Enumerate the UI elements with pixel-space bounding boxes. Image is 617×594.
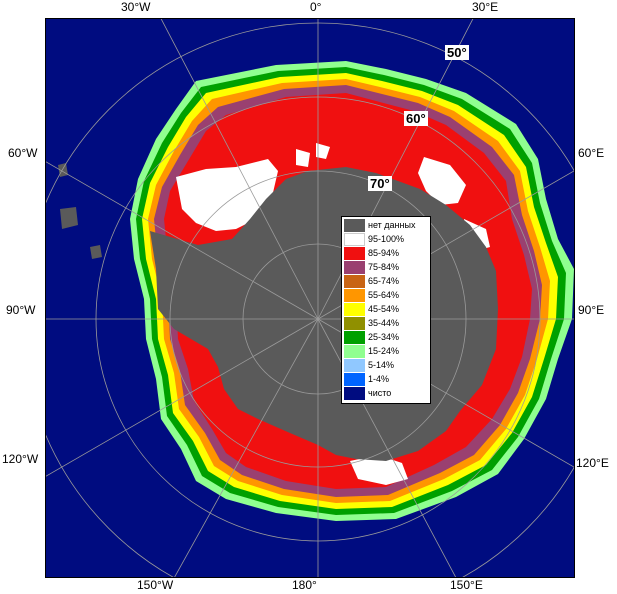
polar-projection [46, 19, 574, 577]
legend: нет данных 95-100% 85-94% 75-84% 65-74% … [341, 216, 431, 404]
legend-label: 25-34% [368, 332, 400, 342]
legend-item: 45-54% [344, 302, 399, 316]
legend-swatch [344, 386, 365, 400]
legend-label: 5-14% [368, 360, 395, 370]
lon-label-60w: 60°W [8, 146, 38, 160]
lat-label-60: 60° [404, 111, 428, 126]
lon-label-90e: 90°E [578, 303, 605, 317]
legend-item: нет данных [344, 218, 415, 232]
legend-label: 75-84% [368, 262, 400, 272]
legend-swatch [344, 288, 365, 302]
no-data-patch-west [58, 163, 102, 259]
lon-label-30e: 30°E [472, 0, 499, 14]
lon-label-150e: 150°E [450, 578, 483, 592]
legend-swatch [344, 344, 365, 358]
ice-patch-white-south [350, 455, 408, 485]
legend-item: 95-100% [344, 232, 404, 246]
legend-label: нет данных [368, 220, 416, 230]
legend-label: чисто [368, 388, 392, 398]
lon-label-180: 180° [292, 578, 317, 592]
legend-item: чисто [344, 386, 391, 400]
legend-label: 1-4% [368, 374, 390, 384]
legend-swatch [344, 246, 365, 260]
lon-label-0: 0° [310, 0, 322, 14]
legend-swatch [344, 260, 365, 274]
legend-item: 75-84% [344, 260, 399, 274]
legend-swatch [344, 232, 365, 246]
legend-label: 55-64% [368, 290, 400, 300]
legend-label: 85-94% [368, 248, 400, 258]
lon-label-60e: 60°E [578, 146, 605, 160]
lon-label-120e: 120°E [576, 456, 609, 470]
legend-item: 15-24% [344, 344, 399, 358]
legend-swatch [344, 330, 365, 344]
legend-swatch [344, 218, 365, 232]
legend-label: 65-74% [368, 276, 400, 286]
legend-swatch [344, 316, 365, 330]
ice-patch-white-west [176, 159, 278, 231]
ice-patch-white-northeast [418, 157, 466, 205]
lat-label-70: 70° [368, 176, 392, 191]
legend-swatch [344, 302, 365, 316]
legend-item: 35-44% [344, 316, 399, 330]
legend-label: 15-24% [368, 346, 400, 356]
lon-label-90w: 90°W [6, 303, 36, 317]
legend-item: 5-14% [344, 358, 394, 372]
legend-swatch [344, 358, 365, 372]
legend-swatch [344, 372, 365, 386]
legend-label: 35-44% [368, 318, 400, 328]
legend-item: 25-34% [344, 330, 399, 344]
lat-label-50: 50° [445, 45, 469, 60]
lon-label-150w: 150°W [137, 578, 174, 592]
legend-item: 85-94% [344, 246, 399, 260]
legend-label: 45-54% [368, 304, 400, 314]
lon-label-30w: 30°W [121, 0, 151, 14]
legend-item: 55-64% [344, 288, 399, 302]
legend-swatch [344, 274, 365, 288]
legend-label: 95-100% [368, 234, 405, 244]
legend-item: 65-74% [344, 274, 399, 288]
sea-ice-map [45, 18, 575, 578]
ice-patch-white-north [296, 143, 330, 167]
legend-item: 1-4% [344, 372, 389, 386]
lon-label-120w: 120°W [2, 452, 39, 466]
